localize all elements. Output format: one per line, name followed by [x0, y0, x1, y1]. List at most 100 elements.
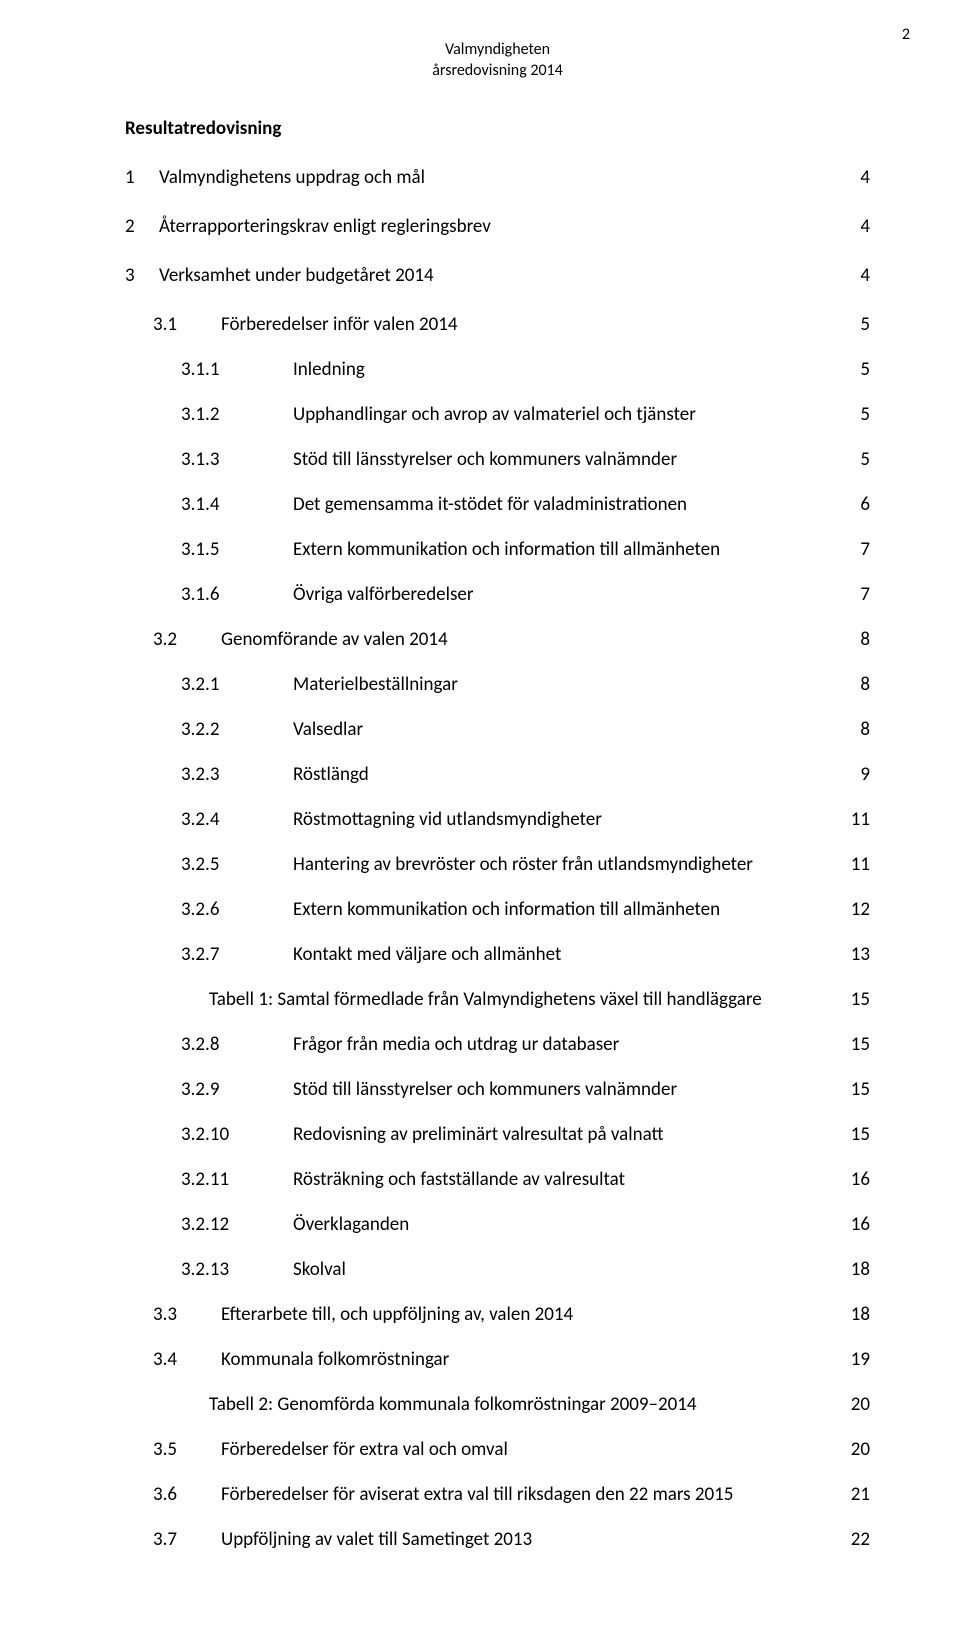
toc-number: 3.2.7 — [125, 943, 293, 966]
toc-title: Förberedelser för aviserat extra val til… — [221, 1483, 840, 1506]
toc-row: 3Verksamhet under budgetåret 20144 — [125, 264, 870, 287]
toc-row: 3.2.11Rösträkning och fastställande av v… — [125, 1168, 870, 1191]
toc-page: 11 — [840, 808, 870, 831]
toc-number: 3.2.6 — [125, 898, 293, 921]
toc-number: 3.5 — [125, 1438, 221, 1461]
toc-row: 3.1.6Övriga valförberedelser7 — [125, 583, 870, 606]
toc-page: 15 — [840, 1078, 870, 1101]
toc-page: 16 — [840, 1213, 870, 1236]
toc-page: 8 — [840, 673, 870, 696]
page-number: 2 — [902, 25, 910, 46]
toc-title: Kommunala folkomröstningar — [221, 1348, 840, 1371]
toc-title: Efterarbete till, och uppföljning av, va… — [221, 1303, 840, 1326]
toc-number: 2 — [125, 215, 159, 238]
toc-number: 3.3 — [125, 1303, 221, 1326]
toc-title: Valsedlar — [293, 718, 840, 741]
toc-page: 18 — [840, 1303, 870, 1326]
toc-number: 3.2.1 — [125, 673, 293, 696]
toc-title: Stöd till länsstyrelser och kommuners va… — [293, 1078, 840, 1101]
toc-number: 3.2.10 — [125, 1123, 293, 1146]
toc-title: Överklaganden — [293, 1213, 840, 1236]
toc-row: 3.2.4Röstmottagning vid utlandsmyndighet… — [125, 808, 870, 831]
toc-page: 15 — [840, 988, 870, 1011]
toc-title: Upphandlingar och avrop av valmateriel o… — [293, 403, 840, 426]
toc-row: 3.1.1Inledning5 — [125, 358, 870, 381]
toc-title: Tabell 1: Samtal förmedlade från Valmynd… — [209, 988, 840, 1011]
toc-row: 3.2.9Stöd till länsstyrelser och kommune… — [125, 1078, 870, 1101]
header-line-1: Valmyndigheten — [125, 40, 870, 61]
toc-row: 3.3Efterarbete till, och uppföljning av,… — [125, 1303, 870, 1326]
toc-page: 8 — [840, 718, 870, 741]
toc-title: Det gemensamma it-stödet för valadminist… — [293, 493, 840, 516]
toc-title: Kontakt med väljare och allmänhet — [293, 943, 840, 966]
toc-number: 3.2.11 — [125, 1168, 293, 1191]
toc-page: 21 — [840, 1483, 870, 1506]
toc-number: 3.4 — [125, 1348, 221, 1371]
toc-number: 3.2.5 — [125, 853, 293, 876]
toc-title: Extern kommunikation och information til… — [293, 538, 840, 561]
toc-page: 4 — [840, 264, 870, 287]
toc-title: Frågor från media och utdrag ur database… — [293, 1033, 840, 1056]
toc-row: 3.5Förberedelser för extra val och omval… — [125, 1438, 870, 1461]
toc-number: 3.2.13 — [125, 1258, 293, 1281]
section-heading: Resultatredovisning — [125, 117, 870, 140]
toc-row: 3.2.6Extern kommunikation och informatio… — [125, 898, 870, 921]
toc-page: 5 — [840, 448, 870, 471]
toc-number: 3.1 — [125, 313, 221, 336]
toc-number: 3.2.9 — [125, 1078, 293, 1101]
toc-page: 12 — [840, 898, 870, 921]
table-of-contents: 1Valmyndighetens uppdrag och mål4 2Återra… — [125, 166, 870, 1551]
toc-page: 7 — [840, 583, 870, 606]
toc-title: Röstmottagning vid utlandsmyndigheter — [293, 808, 840, 831]
toc-number: 3.1.1 — [125, 358, 293, 381]
toc-row: 3.2.1Materielbeställningar8 — [125, 673, 870, 696]
toc-title: Verksamhet under budgetåret 2014 — [159, 264, 840, 287]
toc-title: Extern kommunikation och information til… — [293, 898, 840, 921]
toc-page: 13 — [840, 943, 870, 966]
toc-page: 4 — [840, 215, 870, 238]
toc-number: 3.2.4 — [125, 808, 293, 831]
toc-title: Inledning — [293, 358, 840, 381]
toc-title: Övriga valförberedelser — [293, 583, 840, 606]
toc-row: 3.1Förberedelser inför valen 20145 — [125, 313, 870, 336]
toc-number: 3.2 — [125, 628, 221, 651]
toc-title: Förberedelser inför valen 2014 — [221, 313, 840, 336]
toc-number: 3 — [125, 264, 159, 287]
toc-title: Skolval — [293, 1258, 840, 1281]
toc-page: 5 — [840, 358, 870, 381]
toc-number: 3.1.6 — [125, 583, 293, 606]
toc-row: 3.7Uppföljning av valet till Sametinget … — [125, 1528, 870, 1551]
toc-row: 3.4Kommunala folkomröstningar19 — [125, 1348, 870, 1371]
page-container: 2 Valmyndigheten årsredovisning 2014 Res… — [0, 0, 960, 1633]
toc-page: 4 — [840, 166, 870, 189]
toc-number: 3.2.2 — [125, 718, 293, 741]
toc-title: Hantering av brevröster och röster från … — [293, 853, 840, 876]
toc-page: 20 — [840, 1393, 870, 1416]
toc-row: 3.6Förberedelser för aviserat extra val … — [125, 1483, 870, 1506]
toc-title: Genomförande av valen 2014 — [221, 628, 840, 651]
toc-page: 20 — [840, 1438, 870, 1461]
toc-title: Förberedelser för extra val och omval — [221, 1438, 840, 1461]
toc-row: 3.2.8Frågor från media och utdrag ur dat… — [125, 1033, 870, 1056]
toc-row: 3.2.7Kontakt med väljare och allmänhet13 — [125, 943, 870, 966]
page-header: 2 Valmyndigheten årsredovisning 2014 — [125, 40, 870, 82]
toc-row: 3.2.5Hantering av brevröster och röster … — [125, 853, 870, 876]
toc-number: 3.2.12 — [125, 1213, 293, 1236]
toc-page: 11 — [840, 853, 870, 876]
toc-page: 6 — [840, 493, 870, 516]
toc-number: 1 — [125, 166, 159, 189]
toc-row: Tabell 2: Genomförda kommunala folkomrös… — [125, 1393, 870, 1416]
toc-row: 3.2.13Skolval18 — [125, 1258, 870, 1281]
toc-title: Materielbeställningar — [293, 673, 840, 696]
toc-row: 1Valmyndighetens uppdrag och mål4 — [125, 166, 870, 189]
toc-title: Återrapporteringskrav enligt regleringsb… — [159, 215, 840, 238]
toc-number: 3.2.8 — [125, 1033, 293, 1056]
toc-row: 3.1.2Upphandlingar och avrop av valmater… — [125, 403, 870, 426]
header-line-2: årsredovisning 2014 — [125, 61, 870, 82]
toc-row: 3.2.2Valsedlar8 — [125, 718, 870, 741]
toc-row: 3.2.12Överklaganden16 — [125, 1213, 870, 1236]
toc-page: 15 — [840, 1033, 870, 1056]
toc-page: 22 — [840, 1528, 870, 1551]
toc-number: 3.1.2 — [125, 403, 293, 426]
toc-page: 5 — [840, 403, 870, 426]
